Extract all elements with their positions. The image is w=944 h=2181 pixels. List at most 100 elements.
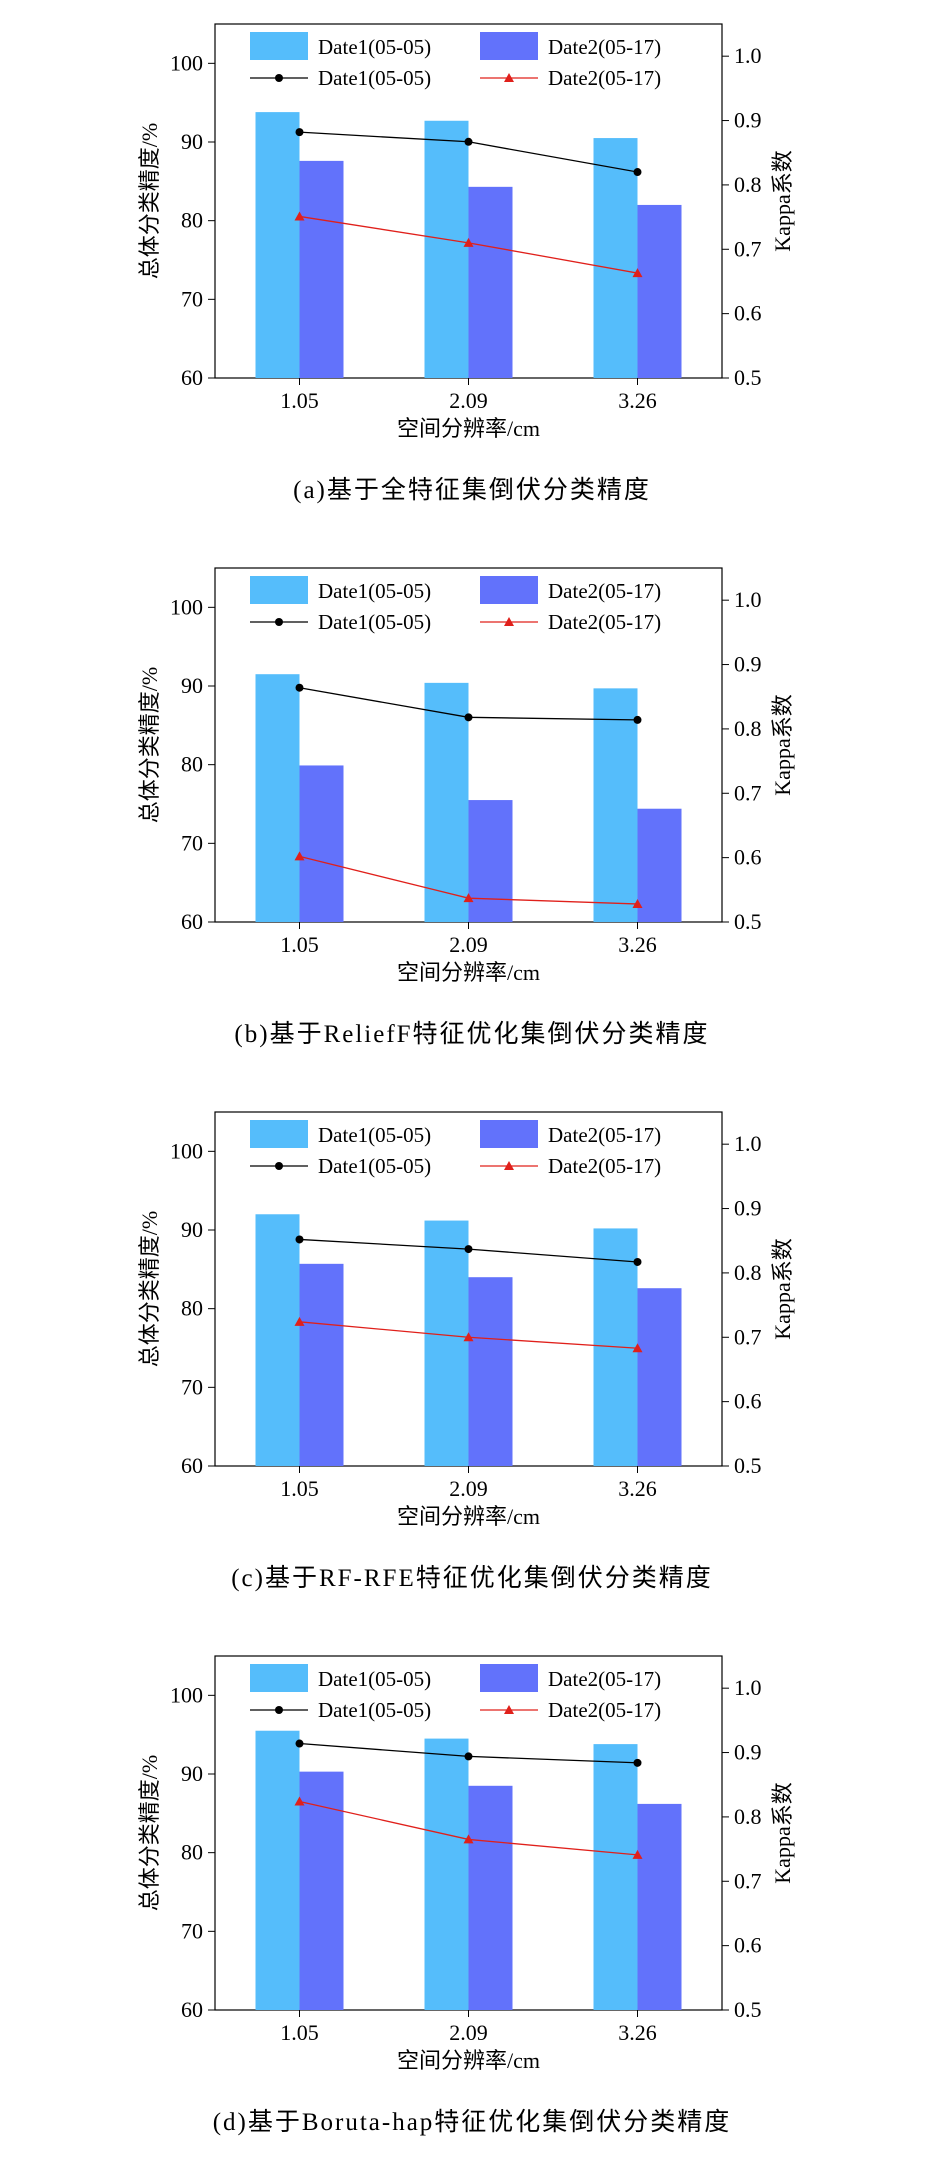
legend-marker	[504, 73, 514, 82]
bar	[637, 1288, 682, 1466]
y2-tick-label: 0.8	[734, 1804, 762, 1829]
y2-axis-label: Kappa系数	[770, 1238, 795, 1339]
y2-tick-label: 0.6	[734, 845, 762, 870]
y2-tick-label: 0.9	[734, 1740, 762, 1765]
bar	[299, 160, 344, 378]
bar	[424, 682, 469, 922]
line-marker	[295, 683, 304, 692]
bar	[468, 1277, 513, 1466]
bar	[424, 1738, 469, 2010]
y2-tick-label: 0.6	[734, 301, 762, 326]
legend-label: Date2(05-17)	[548, 1698, 661, 1722]
line-marker	[463, 237, 474, 247]
y-tick-label: 100	[170, 50, 203, 75]
legend-swatch	[480, 1120, 538, 1148]
legend-label: Date2(05-17)	[548, 66, 661, 90]
y-tick-label: 100	[170, 594, 203, 619]
line-marker	[464, 713, 473, 722]
legend-marker	[275, 1706, 283, 1714]
bar	[593, 688, 638, 922]
y-tick-label: 60	[181, 365, 203, 390]
legend-label: Date1(05-05)	[318, 1154, 431, 1178]
line-marker	[633, 1257, 642, 1266]
line-marker	[294, 851, 305, 861]
bar	[468, 800, 513, 922]
y-tick-label: 70	[181, 1918, 203, 1943]
y2-tick-label: 0.7	[734, 236, 762, 261]
y2-tick-label: 0.6	[734, 1389, 762, 1414]
y-axis-label: 总体分类精度/%	[137, 123, 162, 279]
legend-marker	[275, 618, 283, 626]
x-axis-label: 空间分辨率/cm	[397, 2048, 540, 2073]
y2-tick-label: 0.8	[734, 172, 762, 197]
bar	[637, 204, 682, 378]
y-tick-label: 60	[181, 1997, 203, 2022]
legend-label: Date2(05-17)	[548, 1123, 661, 1147]
y-tick-label: 80	[181, 1840, 203, 1865]
x-tick-label: 1.05	[280, 2020, 319, 2045]
line-marker	[632, 898, 643, 908]
caption: (c)基于RF-RFE特征优化集倒伏分类精度	[231, 1564, 713, 1592]
x-tick-label: 1.05	[280, 1476, 319, 1501]
y-tick-label: 70	[181, 286, 203, 311]
y2-tick-label: 0.7	[734, 1324, 762, 1349]
legend-swatch	[480, 576, 538, 604]
bar	[255, 1214, 300, 1466]
y2-tick-label: 0.5	[734, 1453, 762, 1478]
line-marker	[633, 715, 642, 724]
legend-marker	[504, 1705, 514, 1714]
line-marker	[632, 1343, 643, 1353]
y2-tick-label: 1.0	[734, 1675, 762, 1700]
x-tick-label: 3.26	[618, 388, 657, 413]
line-marker	[464, 1752, 473, 1761]
legend-label: Date2(05-17)	[548, 1667, 661, 1691]
y2-tick-label: 0.5	[734, 1997, 762, 2022]
y2-tick-label: 0.6	[734, 1933, 762, 1958]
legend-swatch	[250, 576, 308, 604]
caption: (b)基于ReliefF特征优化集倒伏分类精度	[234, 1020, 709, 1048]
y-tick-label: 70	[181, 830, 203, 855]
bar	[255, 674, 300, 922]
bar	[637, 1803, 682, 2010]
bar	[468, 1785, 513, 2010]
legend-label: Date1(05-05)	[318, 35, 431, 59]
y2-axis-label: Kappa系数	[770, 1782, 795, 1883]
x-axis-label: 空间分辨率/cm	[397, 416, 540, 441]
legend-label: Date2(05-17)	[548, 1154, 661, 1178]
bar	[637, 808, 682, 922]
legend-swatch	[250, 1664, 308, 1692]
line-marker	[464, 137, 473, 146]
legend-label: Date1(05-05)	[318, 1123, 431, 1147]
line-marker	[632, 268, 643, 278]
y2-axis-label: Kappa系数	[770, 694, 795, 795]
y-axis-label: 总体分类精度/%	[137, 667, 162, 823]
y2-tick-label: 0.5	[734, 909, 762, 934]
chart-panel: 60 70 80 90 100 0.5 0.6 0.7 0.8 0.9 1.0 总体分类精度/% Kap…	[137, 1655, 795, 2136]
line-marker	[294, 1316, 305, 1326]
x-tick-label: 2.09	[449, 2020, 488, 2045]
legend-swatch	[480, 1664, 538, 1692]
legend-label: Date2(05-17)	[548, 610, 661, 634]
line-marker	[295, 1235, 304, 1244]
y2-tick-label: 1.0	[734, 1131, 762, 1156]
y-tick-label: 100	[170, 1138, 203, 1163]
y-tick-label: 80	[181, 752, 203, 777]
legend-label: Date1(05-05)	[318, 66, 431, 90]
y2-axis-label: Kappa系数	[770, 150, 795, 251]
bar	[255, 1730, 300, 2010]
bar	[299, 1263, 344, 1466]
legend-marker	[275, 74, 283, 82]
legend-label: Date1(05-05)	[318, 579, 431, 603]
caption: (d)基于Boruta-hap特征优化集倒伏分类精度	[213, 2108, 732, 2136]
y-tick-label: 90	[181, 1761, 203, 1786]
bar	[299, 765, 344, 922]
legend-label: Date1(05-05)	[318, 1698, 431, 1722]
line-marker	[463, 893, 474, 903]
line-marker	[295, 1739, 304, 1748]
bar	[299, 1771, 344, 2010]
legend-marker	[504, 617, 514, 626]
x-tick-label: 2.09	[449, 932, 488, 957]
y-tick-label: 60	[181, 1453, 203, 1478]
